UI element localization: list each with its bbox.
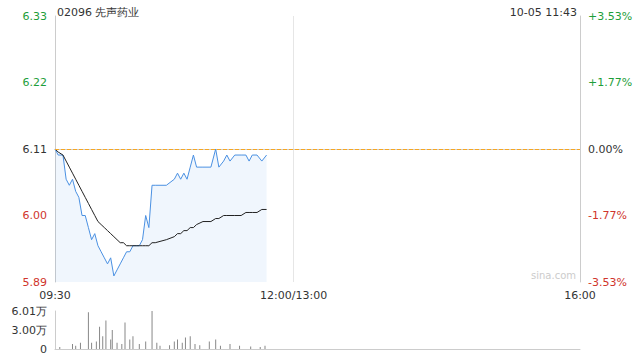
svg-text:0: 0 xyxy=(40,343,47,356)
svg-text:6.33: 6.33 xyxy=(23,10,48,23)
svg-text:6.11: 6.11 xyxy=(23,143,48,156)
svg-text:09:30: 09:30 xyxy=(39,289,71,302)
svg-text:02096 先声药业: 02096 先声药业 xyxy=(57,6,140,19)
svg-text:16:00: 16:00 xyxy=(564,289,596,302)
svg-text:+1.77%: +1.77% xyxy=(588,76,632,89)
svg-text:0.00%: 0.00% xyxy=(588,143,623,156)
svg-text:6.01万: 6.01万 xyxy=(12,305,48,318)
svg-text:10-05 11:43: 10-05 11:43 xyxy=(510,6,577,19)
svg-text:6.00: 6.00 xyxy=(23,209,48,222)
svg-text:sina.com: sina.com xyxy=(531,270,576,281)
svg-text:-3.53%: -3.53% xyxy=(588,276,627,289)
svg-text:-1.77%: -1.77% xyxy=(588,209,627,222)
svg-text:6.22: 6.22 xyxy=(23,76,48,89)
svg-text:3.00万: 3.00万 xyxy=(12,324,48,337)
svg-text:+3.53%: +3.53% xyxy=(588,10,632,23)
svg-text:12:00/13:00: 12:00/13:00 xyxy=(260,289,327,302)
svg-text:5.89: 5.89 xyxy=(23,276,48,289)
